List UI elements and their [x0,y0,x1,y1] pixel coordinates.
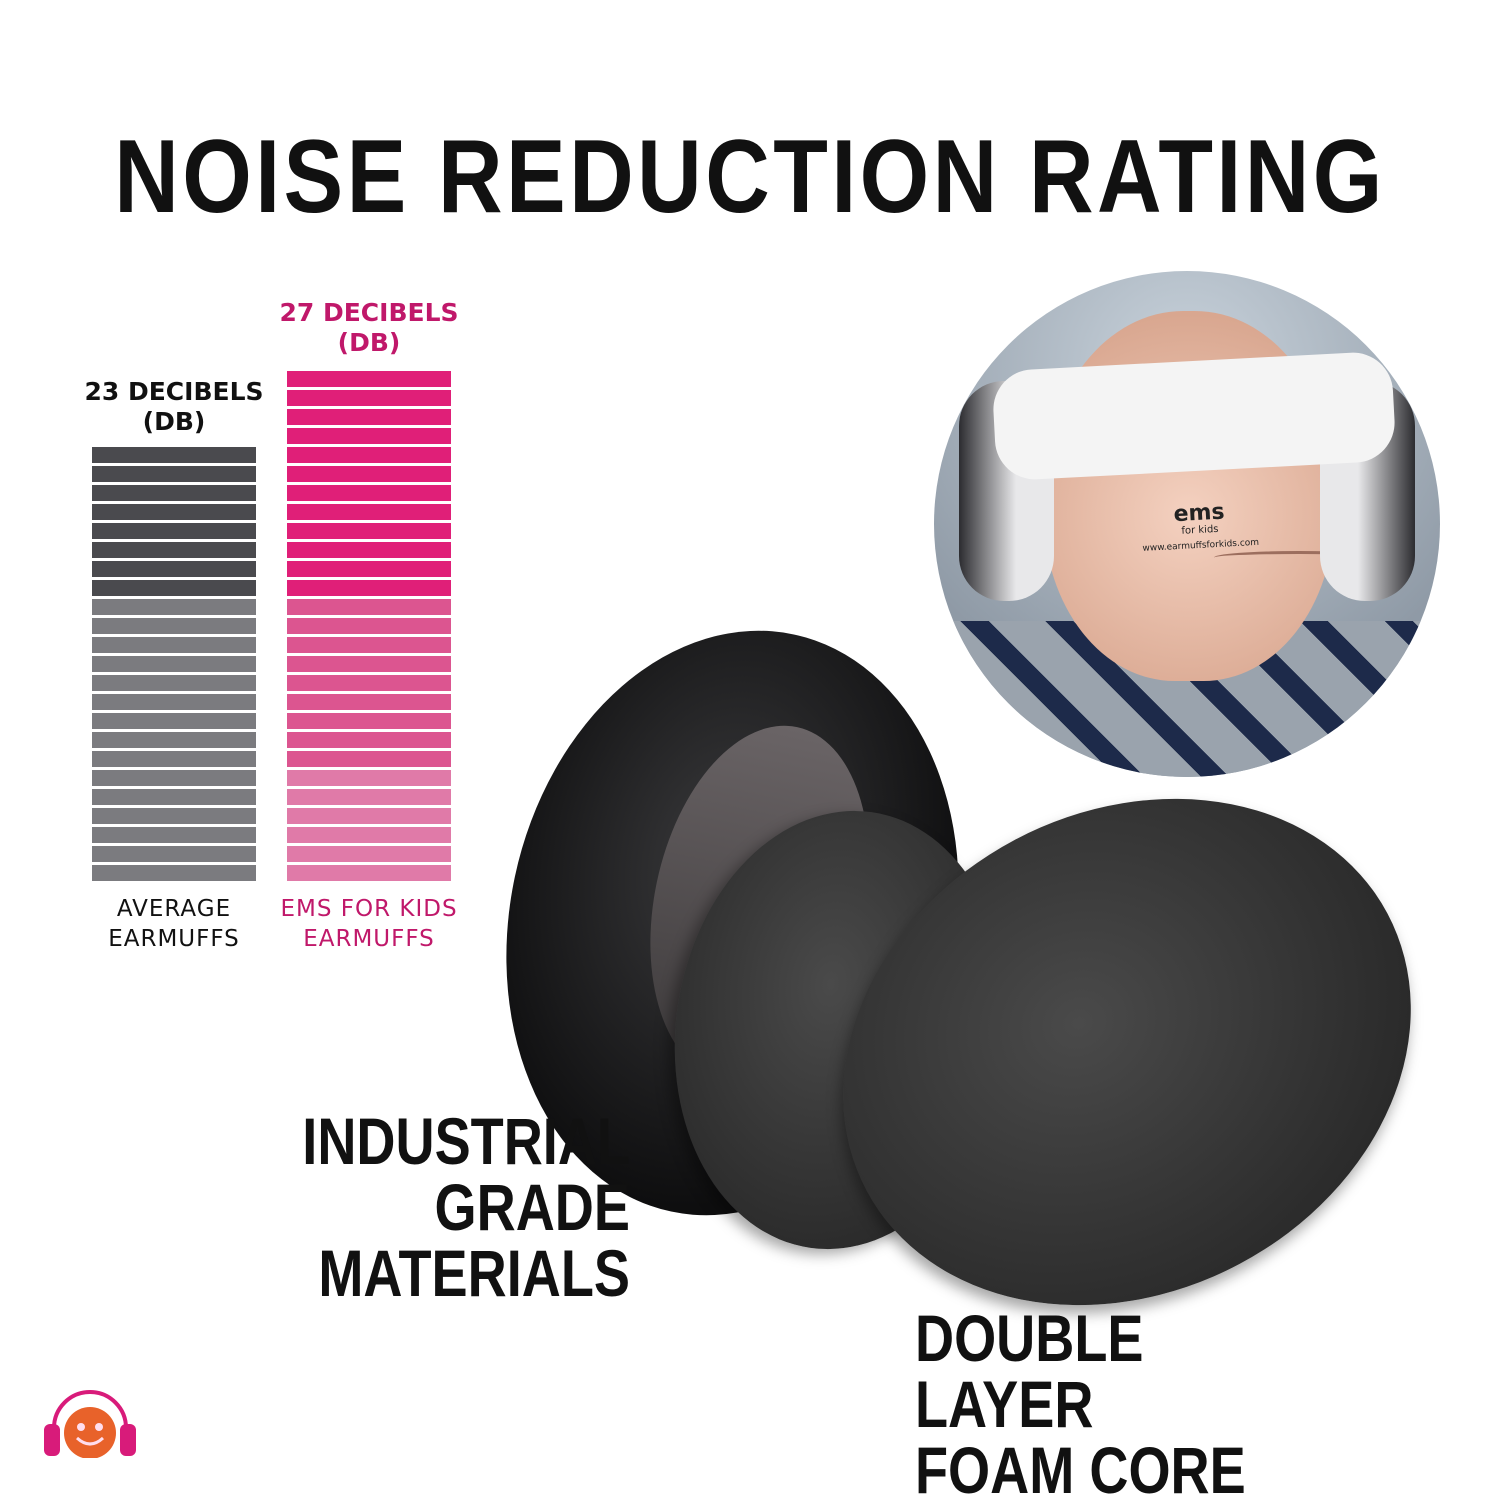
label-line: 23 DECIBELS [84,377,264,406]
bar-stripe [287,827,451,843]
bar-stripe [287,409,451,425]
bar-stripe [287,618,451,634]
bar-stripe [92,580,256,596]
baby-wearing-earmuffs-photo: ems for kids www.earmuffsforkids.com [934,271,1440,777]
closed-eyes [1214,551,1384,564]
label-line: EARMUFFS [303,926,435,952]
bar-stripe [92,694,256,710]
bar-stripe [92,789,256,805]
bar-stripe [92,865,256,881]
caption-line: GRADE MATERIALS [318,1170,630,1310]
label-line: EARMUFFS [108,926,240,952]
bar-stripe [92,846,256,862]
bar-stripe [92,656,256,672]
page-title: NOISE REDUCTION RATING [114,119,1386,235]
caption-line: INDUSTRIAL [302,1104,630,1178]
label-line: (DB) [142,407,206,436]
smiley-headphones-icon [44,1390,136,1458]
bar-stripe [92,713,256,729]
bar-stripe [287,846,451,862]
bar-stripe [287,713,451,729]
label-line: AVERAGE [116,896,232,922]
bar-stripe [92,732,256,748]
bar-stripe [287,428,451,444]
bar-stripe [92,504,256,520]
caption-line: DOUBLE LAYER [915,1301,1144,1441]
label-line: (DB) [337,328,401,357]
bar-ems-earmuffs [287,369,451,882]
bar-stripe [287,770,451,786]
bar-stripe [287,675,451,691]
bar-stripe [287,732,451,748]
bar-stripe [287,466,451,482]
bar-stripe [287,865,451,881]
bar-stripe [92,466,256,482]
bar-stripe [92,751,256,767]
bar-average-earmuffs [92,445,256,882]
bar-stripe [92,542,256,558]
ems-value-label: 27 DECIBELS (DB) [267,298,471,358]
bar-stripe [287,485,451,501]
bar-stripe [287,580,451,596]
category-label-average: AVERAGE EARMUFFS [62,894,286,954]
foam-caption: DOUBLE LAYER FOAM CORE [915,1305,1325,1503]
bar-stripe [287,789,451,805]
bar-stripe [92,618,256,634]
bar-stripe [287,694,451,710]
bar-stripe [92,599,256,615]
bar-stripe [92,675,256,691]
bar-stripe [287,523,451,539]
bar-stripe [92,637,256,653]
bar-stripe [92,808,256,824]
bar-stripe [92,561,256,577]
bar-stripe [287,390,451,406]
average-value-label: 23 DECIBELS (DB) [72,377,276,437]
bar-stripe [287,542,451,558]
materials-caption: INDUSTRIAL GRADE MATERIALS [138,1108,630,1306]
headband: ems for kids www.earmuffsforkids.com [991,350,1397,554]
label-line: EMS FOR KIDS [280,896,458,922]
bar-stripe [287,599,451,615]
bar-stripe [287,808,451,824]
bar-stripe [287,447,451,463]
bar-stripe [287,561,451,577]
bar-stripe [92,827,256,843]
bar-stripe [92,447,256,463]
bar-stripe [287,656,451,672]
bar-stripe [92,523,256,539]
bar-stripe [287,637,451,653]
bar-stripe [92,770,256,786]
category-label-ems: EMS FOR KIDS EARMUFFS [262,894,476,954]
bar-stripe [92,485,256,501]
bar-stripe [287,751,451,767]
label-line: 27 DECIBELS [279,298,459,327]
bar-stripe [287,371,451,387]
bar-stripe [287,504,451,520]
caption-line: FOAM CORE [915,1433,1246,1507]
